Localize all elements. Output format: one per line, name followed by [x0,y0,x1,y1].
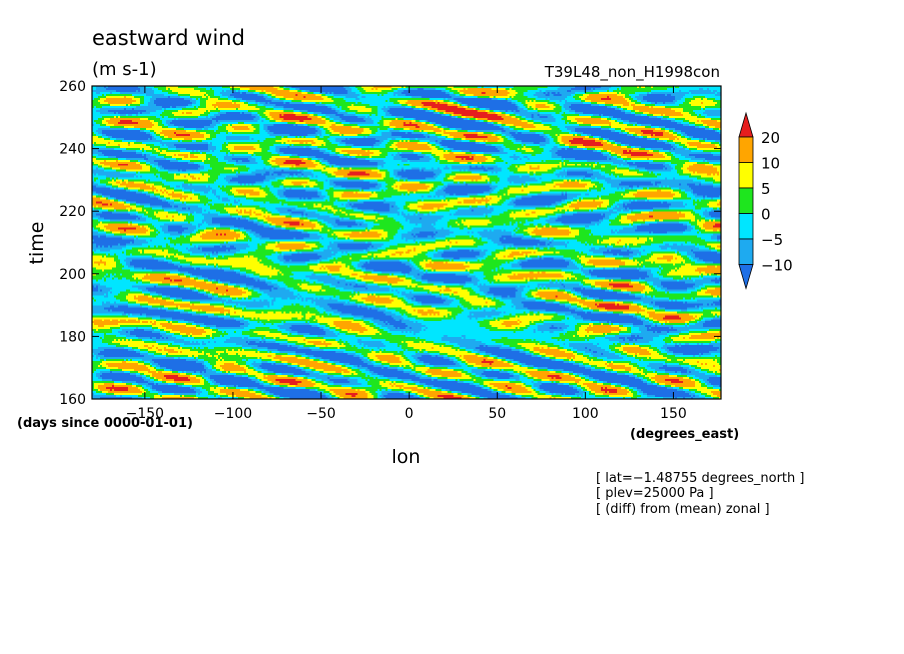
x-tick-label: 0 [405,406,414,422]
colorbar-label: 20 [761,129,780,147]
experiment-label: T39L48_non_H1998con [544,63,720,82]
colorbar-swatch [738,187,754,214]
annotation-diff: [ (diff) from (mean) zonal ] [596,502,770,517]
y-tick-label: 200 [59,267,86,283]
x-tick-label: −150 [126,406,164,422]
x-tick-label: −100 [214,406,252,422]
y-axis-label: time [26,222,48,265]
colorbar-label: −10 [761,257,793,275]
y-axis-ticks: 160 180 200 220 240 260 [59,79,721,408]
x-tick-label: 100 [572,406,599,422]
x-tick-label: −50 [306,406,336,422]
colorbar-label: 0 [761,206,771,224]
y-tick-label: 220 [59,204,86,220]
x-tick-label: 150 [660,406,687,422]
chart-units: (m s-1) [92,59,157,80]
colorbar-swatch [738,136,754,163]
x-tick-label: 50 [488,406,506,422]
heatmap-field [92,86,721,399]
colorbar-extend-min [738,264,754,290]
colorbar-label: 5 [761,180,771,198]
y-axis-unit: (days since 0000-01-01) [17,416,193,431]
colorbar-label: 10 [761,155,780,173]
colorbar-label: −5 [761,231,783,249]
x-axis-ticks: −150 −100 −50 0 50 100 150 [126,86,687,422]
x-axis-label: lon [392,446,421,468]
y-tick-label: 240 [59,142,86,158]
colorbar: 20 10 5 0 −5 −10 [738,111,793,290]
colorbar-swatch [738,238,754,265]
annotation-lat: [ lat=−1.48755 degrees_north ] [596,471,804,486]
heatmap-image [92,86,721,399]
plot-frame [91,85,722,400]
y-tick-label: 260 [59,79,86,95]
chart-title: eastward wind [92,26,245,50]
colorbar-extend-max [738,111,754,138]
y-tick-label: 180 [59,329,86,345]
annotation-plev: [ plev=25000 Pa ] [596,486,714,501]
colorbar-swatch [738,162,754,189]
y-tick-label: 160 [59,392,86,408]
colorbar-swatch [738,213,754,240]
x-axis-unit: (degrees_east) [630,427,739,442]
